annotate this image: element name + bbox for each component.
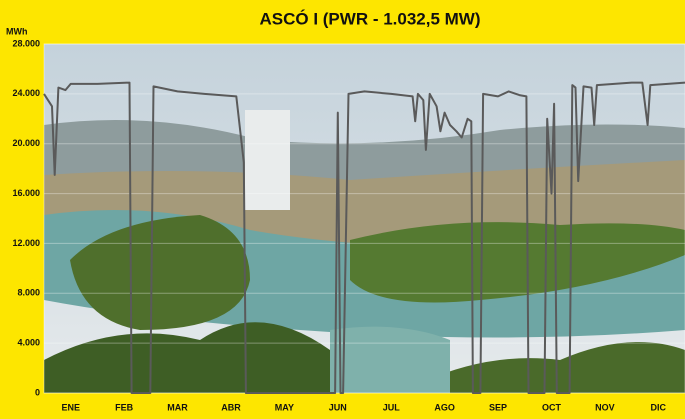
x-tick-label: OCT <box>542 402 562 412</box>
x-tick-label: JUL <box>383 402 401 412</box>
y-tick-label: 12.000 <box>12 238 40 248</box>
x-tick-label: DIC <box>651 402 667 412</box>
x-tick-label: MAY <box>275 402 294 412</box>
x-tick-label: SEP <box>489 402 507 412</box>
chart-title: ASCÓ I (PWR - 1.032,5 MW) <box>259 9 480 28</box>
y-tick-label: 16.000 <box>12 188 40 198</box>
x-tick-label: JUN <box>329 402 347 412</box>
y-tick-label: 28.000 <box>12 38 40 48</box>
y-tick-label: 8.000 <box>17 288 40 298</box>
y-tick-label: 20.000 <box>12 138 40 148</box>
background-photo <box>44 44 685 393</box>
x-tick-label: ABR <box>221 402 241 412</box>
x-tick-label: AGO <box>434 402 455 412</box>
y-axis-label: MWh <box>6 26 28 36</box>
page: {"chart_data": {"type": "line", "title":… <box>0 0 685 419</box>
x-tick-label: ENE <box>61 402 80 412</box>
chart: ASCÓ I (PWR - 1.032,5 MW) MWh 0 4.000 8.00… <box>0 0 685 419</box>
x-tick-label: MAR <box>167 402 188 412</box>
y-tick-label: 4.000 <box>17 338 40 348</box>
x-tick-label: NOV <box>595 402 615 412</box>
x-tick-label: FEB <box>115 402 134 412</box>
y-tick-label: 24.000 <box>12 88 40 98</box>
y-tick-label: 0 <box>35 387 40 397</box>
